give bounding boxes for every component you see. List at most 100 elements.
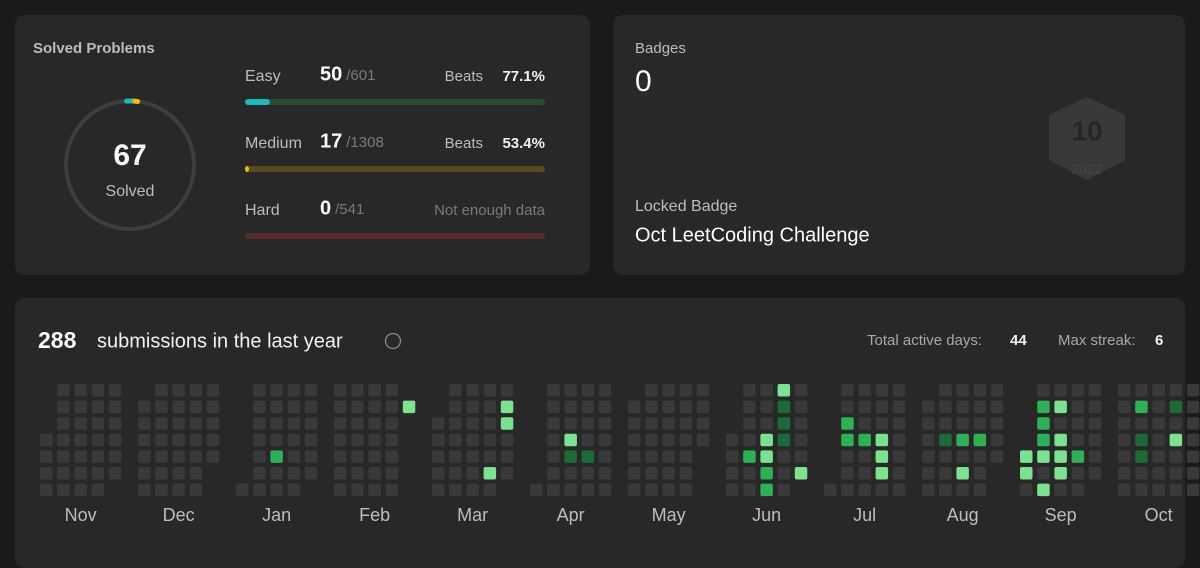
- day-cell: [547, 467, 560, 480]
- day-cell: [466, 417, 479, 430]
- day-cell: [172, 384, 185, 397]
- difficulty-total: /541: [335, 201, 364, 218]
- day-cell: [1118, 433, 1131, 447]
- day-cell: [760, 400, 773, 414]
- day-cell: [922, 450, 935, 463]
- day-cell: [628, 450, 641, 463]
- day-cell: [645, 467, 658, 480]
- info-icon[interactable]: [384, 332, 402, 350]
- day-cell: [922, 417, 935, 430]
- day-cell: [57, 467, 70, 480]
- month-label: May: [652, 505, 686, 525]
- day-cell: [645, 450, 658, 463]
- day-cell: [1037, 467, 1050, 480]
- day-cell: [598, 384, 612, 397]
- day-cell: [564, 433, 577, 447]
- day-cell: [1169, 384, 1183, 397]
- badges-count: 0: [635, 65, 652, 98]
- day-cell: [91, 433, 105, 447]
- day-cell: [334, 417, 347, 430]
- day-cell: [956, 433, 969, 447]
- locked-name: Oct LeetCoding Challenge: [635, 224, 870, 246]
- day-cell: [483, 483, 497, 497]
- day-cell: [402, 400, 416, 414]
- day-cell: [1186, 384, 1200, 397]
- active-label: Total active days:: [867, 332, 982, 349]
- day-cell: [236, 483, 249, 497]
- day-cell: [155, 483, 168, 497]
- day-cell: [841, 483, 854, 497]
- day-cell: [875, 417, 889, 430]
- progress-track: [245, 99, 545, 105]
- day-cell: [1135, 467, 1148, 480]
- day-cell: [679, 450, 693, 463]
- day-cell: [1037, 417, 1050, 430]
- day-cell: [1071, 433, 1085, 447]
- day-cell: [1186, 450, 1200, 463]
- day-cell: [990, 433, 1004, 447]
- day-cell: [108, 384, 122, 397]
- day-cell: [155, 417, 168, 430]
- day-cell: [726, 467, 739, 480]
- day-cell: [304, 400, 318, 414]
- day-cell: [466, 384, 479, 397]
- day-cell: [598, 483, 612, 497]
- day-cell: [645, 417, 658, 430]
- day-cell: [760, 384, 773, 397]
- day-cell: [172, 483, 185, 497]
- ring-segment: [63, 98, 197, 232]
- day-cell: [253, 400, 266, 414]
- day-cell: [794, 433, 808, 447]
- day-cell: [973, 417, 987, 430]
- day-cell: [1152, 467, 1165, 480]
- day-cell: [628, 483, 641, 497]
- month-label: Mar: [457, 505, 488, 525]
- day-cell: [696, 400, 710, 414]
- day-cell: [1118, 384, 1131, 397]
- day-cell: [368, 483, 381, 497]
- day-cell: [1152, 433, 1165, 447]
- day-cell: [304, 450, 318, 463]
- day-cell: [108, 417, 122, 430]
- day-cell: [645, 400, 658, 414]
- day-cell: [385, 450, 399, 463]
- day-cell: [500, 384, 514, 397]
- day-cell: [1186, 417, 1200, 430]
- day-cell: [581, 450, 595, 463]
- day-cell: [334, 467, 347, 480]
- day-cell: [500, 417, 514, 430]
- submission-caption: submissions in the last year: [97, 330, 343, 352]
- badge-year: 2022: [1071, 161, 1102, 177]
- month-label: Dec: [163, 505, 195, 525]
- difficulty-name: Hard: [245, 202, 280, 219]
- day-cell: [939, 450, 952, 463]
- difficulty-total: /1308: [346, 134, 384, 151]
- day-cell: [1152, 384, 1165, 397]
- solved-title: Solved Problems: [33, 40, 155, 57]
- day-cell: [581, 483, 595, 497]
- day-cell: [892, 483, 906, 497]
- day-cell: [483, 384, 497, 397]
- day-cell: [1169, 433, 1183, 447]
- day-cell: [939, 384, 952, 397]
- day-cell: [253, 384, 266, 397]
- day-cell: [449, 450, 462, 463]
- streak-value: 6: [1155, 332, 1163, 349]
- day-cell: [1169, 417, 1183, 430]
- day-cell: [679, 417, 693, 430]
- day-cell: [466, 400, 479, 414]
- day-cell: [1054, 450, 1067, 463]
- day-cell: [74, 450, 87, 463]
- day-cell: [628, 433, 641, 447]
- day-cell: [172, 433, 185, 447]
- calendar-card: [15, 298, 1185, 568]
- day-cell: [581, 384, 595, 397]
- day-cell: [432, 467, 445, 480]
- day-cell: [270, 417, 283, 430]
- day-cell: [385, 483, 399, 497]
- day-cell: [1020, 467, 1033, 480]
- day-cell: [564, 400, 577, 414]
- day-cell: [483, 400, 497, 414]
- month-label: Jan: [262, 505, 291, 525]
- day-cell: [91, 450, 105, 463]
